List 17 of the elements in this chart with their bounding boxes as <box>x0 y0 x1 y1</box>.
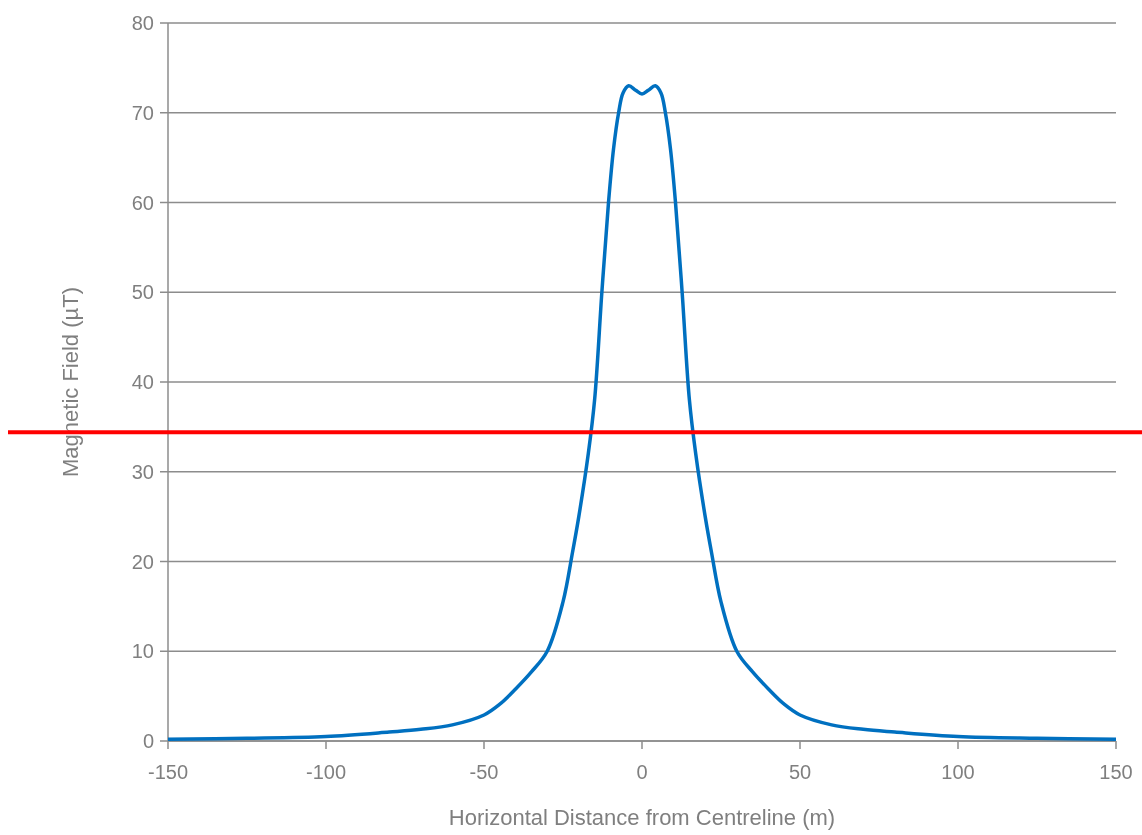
y-tick-label: 30 <box>131 460 154 483</box>
y-tick-label: 20 <box>131 550 154 573</box>
x-tick-label: 100 <box>941 761 975 783</box>
x-tick-label: 0 <box>636 761 648 783</box>
y-tick-label: 50 <box>131 281 154 304</box>
y-tick-label: 70 <box>131 101 154 124</box>
y-tick-label: 10 <box>131 640 154 663</box>
x-tick-label: -150 <box>147 761 189 783</box>
x-axis-title: Horizontal Distance from Centreline (m) <box>448 805 836 830</box>
x-tick-label: 50 <box>788 761 812 783</box>
y-tick-label: 80 <box>131 12 154 34</box>
x-tick-label: 150 <box>1099 761 1133 783</box>
x-tick-label: -100 <box>305 761 347 783</box>
x-tick-label: -50 <box>469 761 499 783</box>
y-tick-label: 0 <box>142 730 154 752</box>
y-tick-label: 60 <box>131 191 154 214</box>
y-tick-label: 40 <box>131 371 154 393</box>
